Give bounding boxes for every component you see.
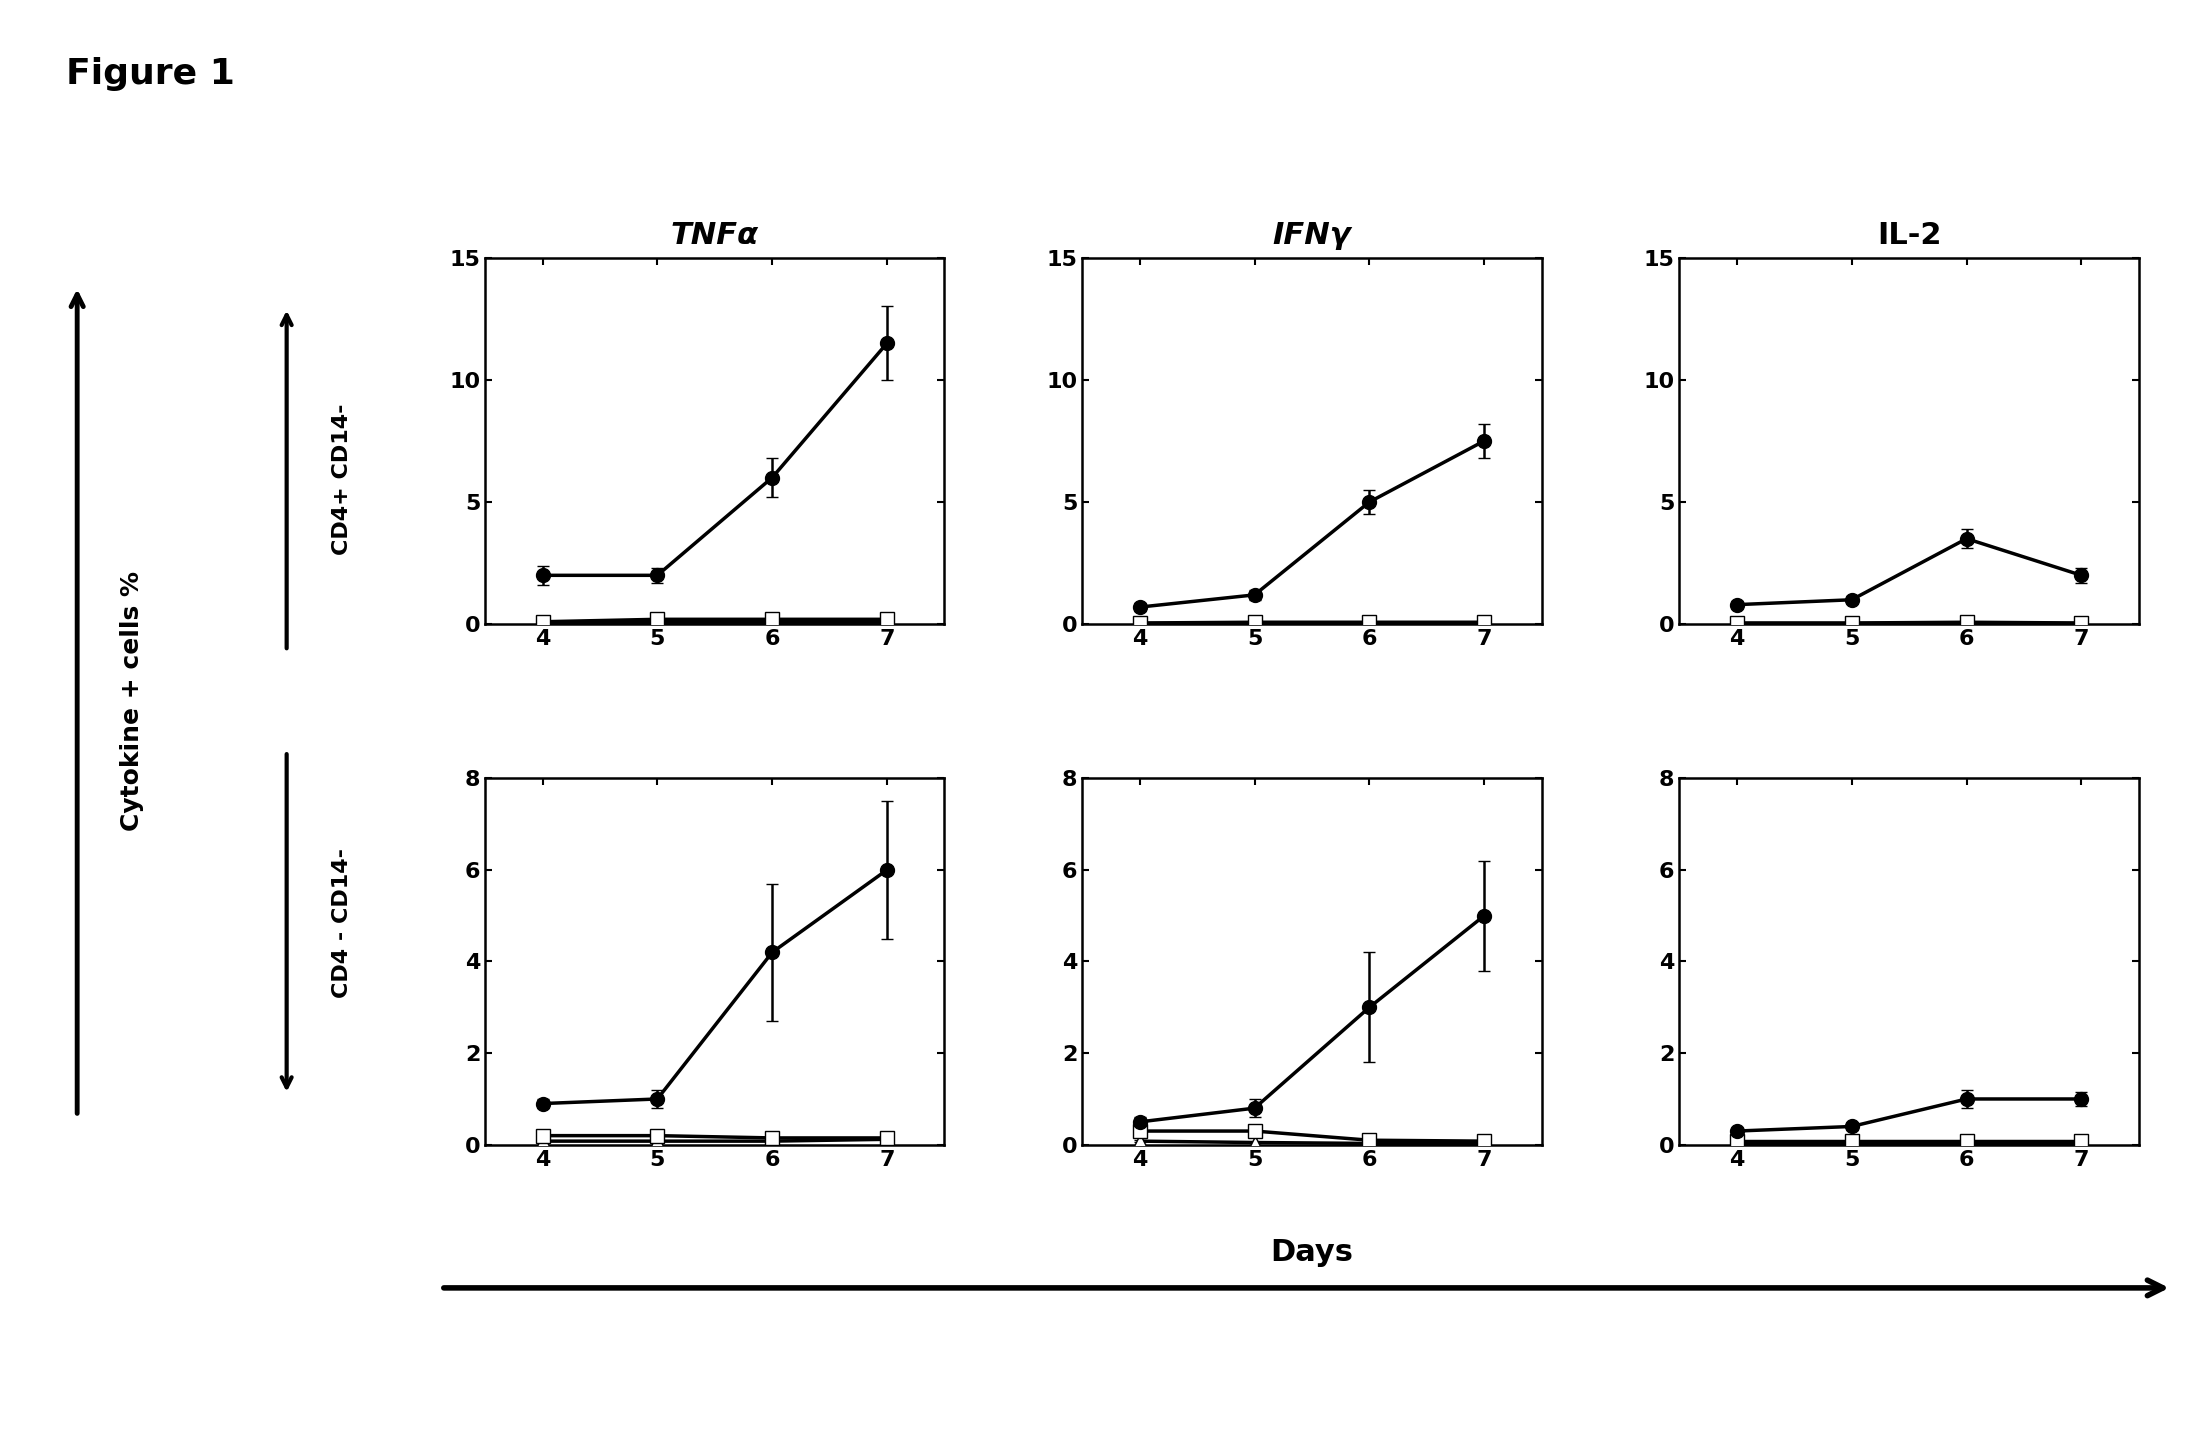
Text: CD4+ CD14-: CD4+ CD14-	[331, 404, 353, 555]
Title: IFNγ: IFNγ	[1272, 220, 1352, 249]
Title: TNFα: TNFα	[670, 220, 759, 249]
Text: Figure 1: Figure 1	[66, 57, 236, 92]
Text: Days: Days	[1270, 1238, 1354, 1266]
Text: CD4 - CD14-: CD4 - CD14-	[331, 849, 353, 997]
Title: IL-2: IL-2	[1876, 220, 1940, 249]
Text: Cytokine + cells %: Cytokine + cells %	[121, 571, 143, 831]
